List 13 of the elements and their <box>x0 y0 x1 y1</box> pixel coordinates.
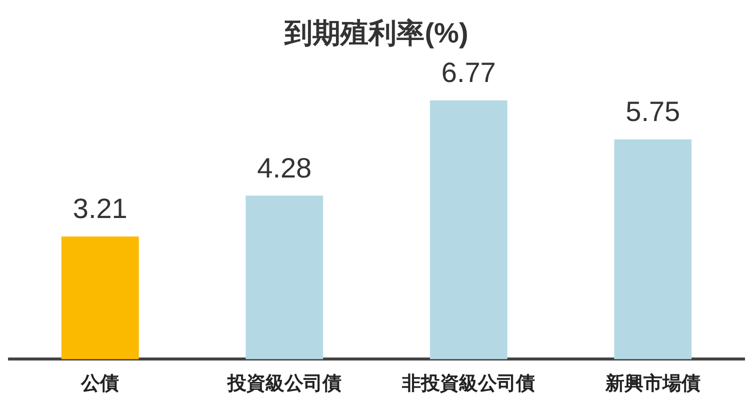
bar <box>246 196 324 360</box>
data-label: 4.28 <box>257 152 312 184</box>
data-label: 6.77 <box>441 57 496 88</box>
x-tick-label: 非投資級公司債 <box>401 372 536 395</box>
bar <box>61 236 139 360</box>
data-label: 5.75 <box>626 96 680 128</box>
bar <box>430 100 508 360</box>
data-label: 3.21 <box>72 193 128 224</box>
chart-title: 到期殖利率(%) <box>284 18 468 49</box>
x-tick-label: 公債 <box>80 372 120 395</box>
bar <box>614 139 692 360</box>
x-tick-label: 投資級公司債 <box>226 372 342 395</box>
x-tick-label: 新興市場債 <box>604 372 700 395</box>
